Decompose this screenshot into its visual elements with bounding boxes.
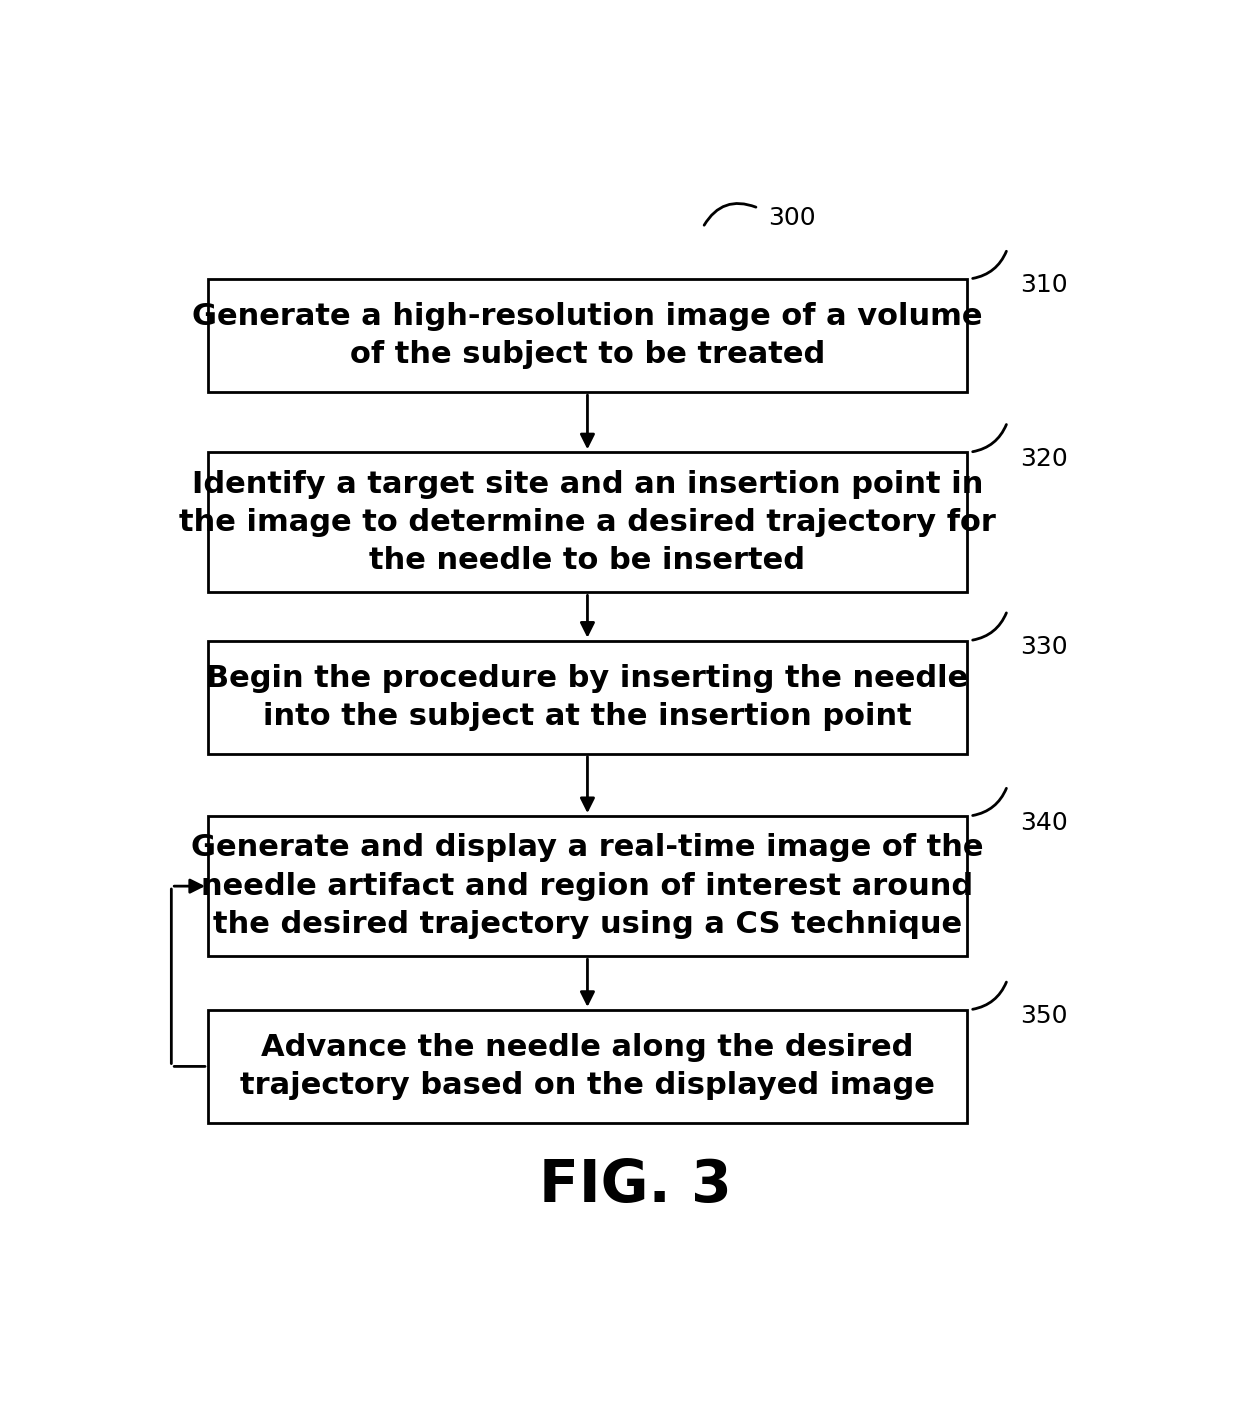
- Text: 310: 310: [1019, 273, 1068, 297]
- Bar: [208, 1009, 967, 1123]
- Text: 330: 330: [1019, 635, 1068, 659]
- Text: Advance the needle along the desired
trajectory based on the displayed image: Advance the needle along the desired tra…: [241, 1033, 935, 1101]
- Bar: [208, 816, 967, 956]
- Text: Identify a target site and an insertion point in
the image to determine a desire: Identify a target site and an insertion …: [179, 470, 996, 575]
- Bar: [208, 453, 967, 593]
- Text: Generate a high-resolution image of a volume
of the subject to be treated: Generate a high-resolution image of a vo…: [192, 301, 982, 369]
- Bar: [208, 641, 967, 754]
- Text: FIG. 3: FIG. 3: [539, 1157, 732, 1214]
- Text: 340: 340: [1019, 810, 1068, 834]
- Text: Generate and display a real-time image of the
needle artifact and region of inte: Generate and display a real-time image o…: [191, 833, 983, 939]
- Text: Begin the procedure by inserting the needle
into the subject at the insertion po: Begin the procedure by inserting the nee…: [206, 663, 968, 730]
- Text: 300: 300: [768, 206, 816, 230]
- Bar: [208, 279, 967, 393]
- Text: 350: 350: [1019, 1004, 1068, 1028]
- Text: 320: 320: [1019, 447, 1068, 471]
